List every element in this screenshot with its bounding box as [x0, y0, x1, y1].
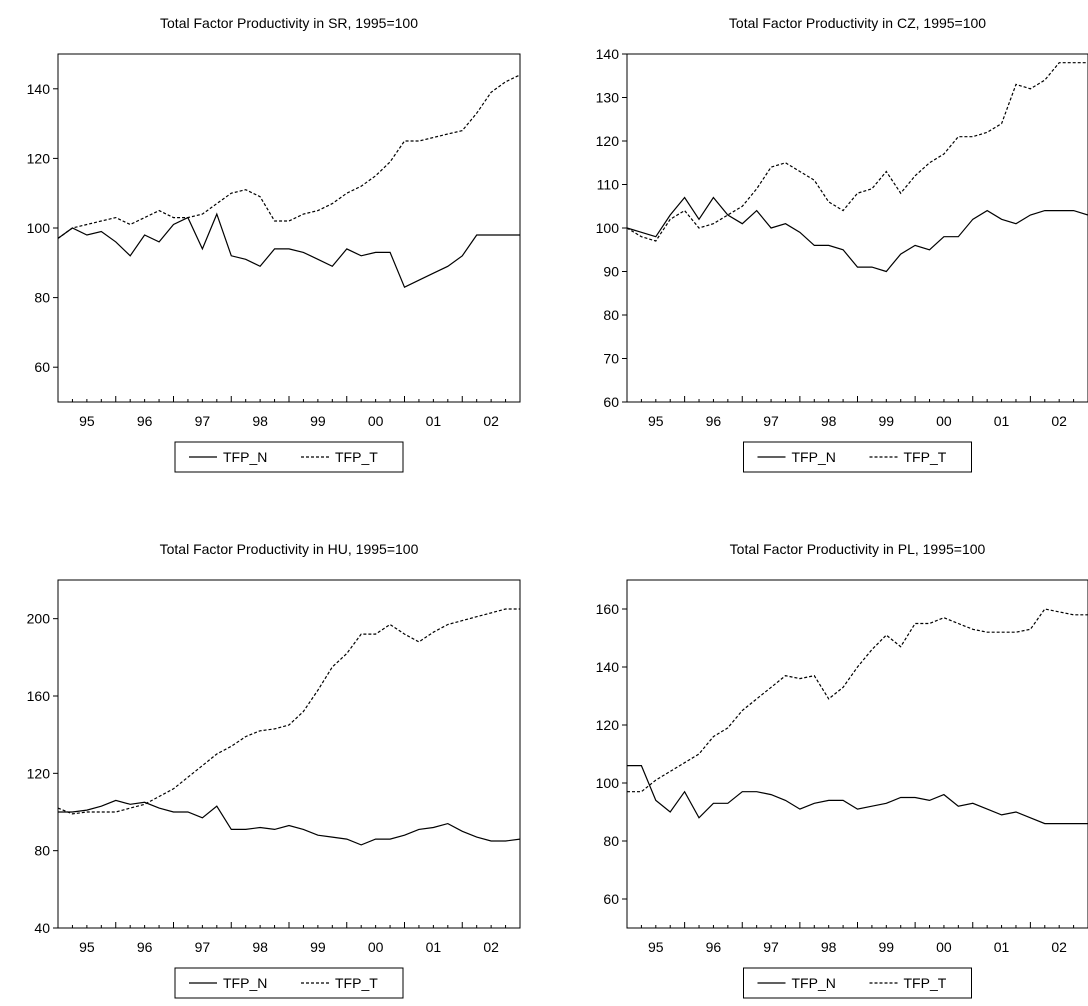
series-line-tfp-n	[627, 196, 1088, 273]
series-line-tfp-t	[627, 62, 1088, 242]
x-tick-label: 01	[426, 939, 442, 955]
y-tick-label: 110	[597, 177, 620, 193]
chart-title: Total Factor Productivity in HU, 1995=10…	[160, 541, 419, 557]
x-tick-label: 00	[368, 413, 384, 429]
x-tick-label: 96	[137, 939, 153, 955]
x-tick-label: 01	[994, 939, 1010, 955]
chart-title: Total Factor Productivity in PL, 1995=10…	[730, 541, 986, 557]
y-tick-label: 100	[27, 220, 51, 236]
y-tick-label: 70	[603, 351, 619, 367]
chart-legend: TFP_N TFP_T	[743, 441, 972, 473]
x-tick-label: 99	[879, 413, 895, 429]
y-tick-label: 120	[27, 765, 51, 781]
plot-frame	[57, 53, 521, 403]
y-tick-label: 140	[596, 46, 620, 62]
y-tick-label: 60	[603, 394, 619, 410]
x-tick-label: 99	[310, 413, 326, 429]
y-tick-label: 120	[596, 717, 620, 733]
chart-panel-1: Total Factor Productivity in SR, 1995=10…	[27, 15, 521, 473]
y-tick-label: 60	[603, 891, 619, 907]
x-tick-label: 95	[648, 939, 664, 955]
y-tick-label: 60	[34, 359, 50, 375]
legend-entry: TFP_T	[904, 449, 947, 465]
y-tick-label: 80	[34, 843, 50, 859]
series-line-tfp-n	[627, 764, 1088, 825]
series-line-tfp-t	[627, 608, 1088, 793]
plot-frame	[57, 579, 521, 929]
x-tick-label: 96	[706, 939, 722, 955]
legend-entry: TFP_N	[792, 449, 836, 465]
x-tick-label: 99	[879, 939, 895, 955]
x-tick-label: 95	[79, 413, 95, 429]
x-tick-label: 98	[821, 939, 837, 955]
chart-panel-4: Total Factor Productivity in PL, 1995=10…	[596, 541, 1088, 999]
y-tick-label: 160	[596, 601, 620, 617]
x-tick-label: 97	[195, 413, 211, 429]
y-tick-label: 80	[34, 290, 50, 306]
x-tick-label: 97	[195, 939, 211, 955]
legend-entry: TFP_T	[335, 975, 378, 991]
series-line-tfp-t	[58, 608, 520, 815]
x-tick-label: 02	[1051, 413, 1067, 429]
x-tick-label: 99	[310, 939, 326, 955]
y-tick-label: 40	[34, 920, 50, 936]
x-tick-label: 02	[483, 413, 499, 429]
chart-panel-3: Total Factor Productivity in HU, 1995=10…	[27, 541, 521, 999]
x-tick-label: 96	[137, 413, 153, 429]
y-tick-label: 160	[27, 688, 51, 704]
x-tick-label: 00	[936, 939, 952, 955]
chart-legend: TFP_N TFP_T	[743, 967, 972, 999]
x-tick-label: 98	[821, 413, 837, 429]
x-tick-label: 95	[79, 939, 95, 955]
y-tick-label: 90	[603, 264, 619, 280]
x-tick-label: 00	[368, 939, 384, 955]
x-tick-label: 96	[706, 413, 722, 429]
chart-legend: TFP_N TFP_T	[174, 967, 404, 999]
y-tick-label: 120	[596, 133, 620, 149]
chart-title: Total Factor Productivity in CZ, 1995=10…	[729, 15, 986, 31]
y-tick-label: 100	[596, 220, 620, 236]
legend-entry: TFP_T	[335, 449, 378, 465]
y-tick-label: 140	[27, 81, 51, 97]
plot-frame	[626, 53, 1088, 403]
y-tick-label: 80	[603, 833, 619, 849]
series-line-tfp-n	[58, 799, 520, 846]
series-line-tfp-n	[58, 212, 520, 289]
x-tick-label: 95	[648, 413, 664, 429]
y-tick-label: 100	[596, 775, 620, 791]
legend-entry: TFP_N	[223, 975, 267, 991]
x-tick-label: 00	[936, 413, 952, 429]
y-tick-label: 120	[27, 150, 51, 166]
y-tick-label: 130	[596, 90, 620, 106]
chart-legend: TFP_N TFP_T	[174, 441, 404, 473]
y-tick-label: 140	[596, 659, 620, 675]
legend-entry: TFP_T	[904, 975, 947, 991]
x-tick-label: 02	[1051, 939, 1067, 955]
y-tick-label: 80	[603, 307, 619, 323]
chart-title: Total Factor Productivity in SR, 1995=10…	[160, 15, 418, 31]
x-tick-label: 98	[252, 939, 268, 955]
series-line-tfp-t	[58, 74, 520, 239]
x-tick-label: 01	[426, 413, 442, 429]
chart-panel-2: Total Factor Productivity in CZ, 1995=10…	[596, 15, 1088, 473]
y-tick-label: 200	[27, 611, 51, 627]
x-tick-label: 97	[763, 413, 779, 429]
x-tick-label: 01	[994, 413, 1010, 429]
legend-entry: TFP_N	[223, 449, 267, 465]
x-tick-label: 97	[763, 939, 779, 955]
x-tick-label: 98	[252, 413, 268, 429]
legend-entry: TFP_N	[792, 975, 836, 991]
x-tick-label: 02	[483, 939, 499, 955]
